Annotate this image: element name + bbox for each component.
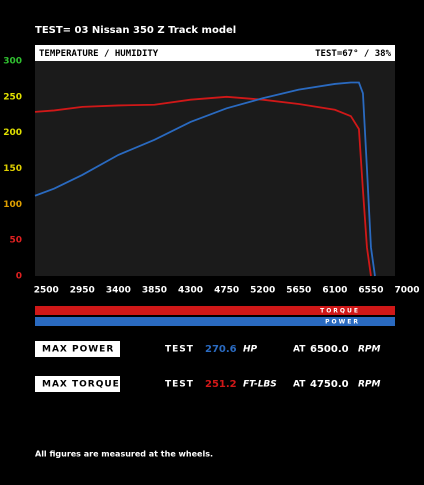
x-tick-label: 2500 bbox=[34, 286, 59, 296]
stat-value: 270.6 bbox=[205, 344, 237, 355]
legend-label: TORQUE bbox=[320, 308, 360, 315]
stat-rpm: 6500.0 bbox=[310, 344, 349, 355]
footer: All figures are measured at the wheels. bbox=[35, 450, 213, 459]
y-tick-label: 0 bbox=[16, 272, 22, 282]
x-tick-label: 5200 bbox=[250, 286, 275, 296]
stat-rpm-unit: RPM bbox=[358, 380, 381, 390]
stat-value: 251.2 bbox=[205, 379, 237, 390]
x-tick-label: 4300 bbox=[178, 286, 203, 296]
x-tick-label: 6550 bbox=[358, 286, 383, 296]
y-tick-label: 200 bbox=[3, 128, 22, 138]
stat-rpm: 4750.0 bbox=[310, 379, 349, 390]
x-tick-label: 6100 bbox=[322, 286, 347, 296]
stat-test: TEST bbox=[165, 380, 194, 390]
series-line bbox=[34, 81, 376, 277]
stat-rpm-unit: RPM bbox=[358, 345, 381, 355]
stat-label: MAX POWER bbox=[42, 345, 114, 355]
legend-bar bbox=[35, 317, 395, 326]
x-tick-label: 4750 bbox=[214, 286, 239, 296]
header-bar bbox=[35, 45, 395, 61]
legend-label: POWER bbox=[325, 319, 360, 326]
stat-at: AT bbox=[293, 380, 306, 390]
y-tick-label: 300 bbox=[3, 57, 22, 67]
x-tick-label: 3400 bbox=[106, 286, 131, 296]
series-line bbox=[34, 95, 372, 277]
x-tick-label: 7000 bbox=[394, 286, 419, 296]
x-tick-label: 3850 bbox=[142, 286, 167, 296]
y-tick-label: 150 bbox=[3, 164, 22, 174]
stat-test: TEST bbox=[165, 345, 194, 355]
stat-box bbox=[35, 341, 120, 357]
stat-box bbox=[35, 376, 120, 392]
legend-bar bbox=[35, 306, 395, 315]
x-tick-label: 5650 bbox=[286, 286, 311, 296]
x-tick-label: 2950 bbox=[70, 286, 95, 296]
y-tick-label: 250 bbox=[3, 92, 22, 102]
y-tick-label: 50 bbox=[9, 236, 22, 246]
stat-unit: HP bbox=[243, 345, 258, 355]
title: TEST= 03 Nissan 350 Z Track model bbox=[35, 25, 236, 36]
y-tick-label: 100 bbox=[3, 200, 22, 210]
header-left: TEMPERATURE / HUMIDITY bbox=[39, 49, 159, 59]
stat-at: AT bbox=[293, 345, 306, 355]
stat-label: MAX TORQUE bbox=[42, 380, 120, 390]
header-right: TEST=67° / 38% bbox=[315, 49, 391, 59]
stat-unit: FT-LBS bbox=[243, 380, 277, 390]
plot-area bbox=[35, 61, 395, 276]
